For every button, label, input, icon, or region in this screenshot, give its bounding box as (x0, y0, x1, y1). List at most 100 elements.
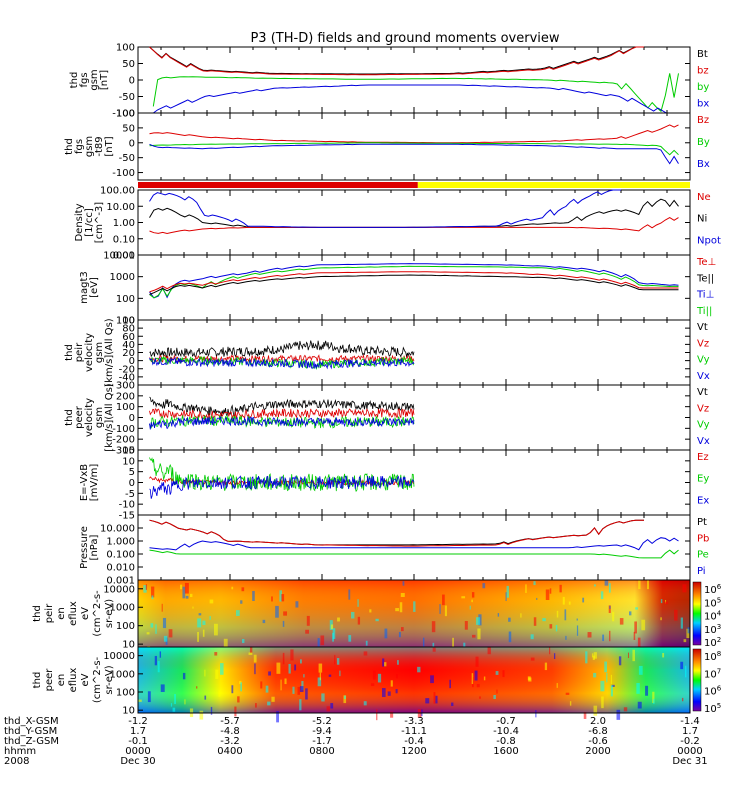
series-Ti⊥ (149, 263, 679, 299)
ephemeris-value: -3.3 (404, 716, 424, 727)
ylabel-line: [nPa] (89, 534, 100, 560)
ephemeris-value: -0.6 (588, 736, 608, 747)
ephemeris-value: 2.0 (590, 716, 606, 727)
ephemeris-value: 1.7 (682, 726, 698, 737)
ephemeris-row-label: thd_Y-GSM (4, 726, 57, 737)
ytick-label: 1.000 (106, 537, 135, 548)
ytick-label: 200 (116, 391, 135, 402)
legend-entry: Bz (697, 115, 709, 126)
panel-fgs: 100 50 0 -50 -100 thd fgs gsm [nT] Bt bz by bx (69, 43, 709, 120)
ytick-label: 10000 (103, 251, 135, 262)
series-Vx (149, 415, 415, 430)
ephemeris-value: -11.1 (401, 726, 427, 737)
legend-entry: Vt (697, 322, 708, 333)
series-Vz (149, 407, 415, 421)
ylabel-line: [mV/m] (89, 464, 100, 502)
ytick-label: 100.00 (100, 186, 135, 197)
ylabel-line: E=-VxB (79, 464, 90, 501)
legend-entry: Vz (697, 338, 709, 349)
ylabel-line: [nT] (104, 136, 115, 156)
legend-entry: By (697, 137, 710, 148)
series-Te⊥ (149, 271, 679, 293)
ytick-label: 80 (122, 324, 135, 335)
ytick-label: 10.00 (106, 202, 135, 213)
series-Pb (149, 519, 644, 547)
ylabel-line: thd (64, 344, 75, 361)
colorbar-tick: 105 (704, 596, 721, 609)
legend-entry: Te⊥ (696, 257, 716, 268)
ephemeris-table: thd_X-GSMthd_Y-GSMthd_Z-GSMhhmm2008-1.21… (4, 716, 708, 767)
ylabel-line: thd (32, 672, 43, 689)
spectrogram-peir_en_eflux: 10000 1000 100 10 thd peir en eflux eV (cm^2-s-sr… (32, 579, 722, 655)
series-Vt (149, 396, 415, 418)
ephemeris-value: -6.8 (588, 726, 608, 737)
ytick-label: 10 (122, 706, 135, 717)
ephemeris-value: Dec 31 (672, 756, 707, 767)
series-by (152, 73, 679, 113)
ytick-label: -15 (119, 511, 135, 522)
ytick-label: -40 (119, 372, 135, 383)
legend-entry: Ex (697, 495, 709, 506)
ephemeris-value: -3.2 (220, 736, 240, 747)
ytick-label: 0 (129, 356, 135, 367)
ytick-label: 40 (122, 340, 135, 351)
legend-entry: bz (697, 66, 709, 77)
ytick-label: -10 (119, 500, 135, 511)
ytick-label: 100 (116, 109, 135, 120)
ephemeris-value: -0.1 (128, 736, 148, 747)
series-bx (153, 84, 671, 114)
series-Ey (149, 457, 415, 493)
ytick-label: 10 (122, 316, 135, 327)
ylabel-line: Density (74, 203, 85, 241)
ylabel-line: fgs (79, 72, 90, 87)
ytick-label: 10 (122, 456, 135, 467)
ylabel-line: fgs (74, 139, 85, 154)
ylabel-line: peer (74, 405, 85, 429)
legend-entry: Vy (697, 355, 710, 366)
legend-entry: Bt (697, 49, 708, 60)
ytick-label: 5 (129, 467, 135, 478)
legend-entry: by (697, 82, 709, 93)
legend-entry: Npot (697, 235, 721, 246)
ephemeris-value: Dec 30 (120, 756, 155, 767)
ylabel-line: [km/s](All Qs) (104, 383, 115, 451)
ylabel-line: eflux (68, 668, 79, 693)
ytick-label: -100 (112, 109, 135, 120)
ephemeris-value: -5.7 (220, 716, 240, 727)
ylabel-line: peer (44, 668, 55, 692)
ytick-label: 100 (116, 621, 135, 632)
ylabel-line: (cm^2-s- (92, 590, 103, 637)
series-Pt (149, 519, 644, 546)
series-Pe (149, 549, 679, 559)
ylabel-line: velocity (84, 333, 95, 372)
ytick-label: 0.10 (113, 234, 135, 245)
ephemeris-value: -0.4 (404, 736, 424, 747)
ephemeris-value: -0.2 (680, 736, 700, 747)
legend-entry: Ni (697, 214, 707, 225)
plot-title: P3 (TH-D) fields and ground moments over… (250, 31, 559, 46)
colorbar-tick: 105 (704, 702, 721, 715)
series-Pi (149, 537, 679, 551)
legend-entry: bx (697, 99, 709, 110)
ytick-label: 1000 (110, 669, 135, 680)
ytick-label: 100 (116, 688, 135, 699)
colorbar (692, 648, 702, 712)
legend-entry: Vx (697, 436, 710, 447)
ephemeris-value: -9.4 (312, 726, 332, 737)
ylabel-line: eflux (68, 601, 79, 626)
ytick-label: -50 (119, 92, 135, 103)
ytick-label: 0 (129, 138, 135, 149)
ephemeris-value: 0400 (217, 746, 242, 757)
legend-entry: Ti|| (696, 306, 712, 317)
legend-entry: Ti⊥ (696, 290, 714, 301)
ylabel-line: gsm (89, 69, 100, 90)
ylabel-line: peir (44, 603, 55, 623)
ytick-label: 50 (122, 59, 135, 70)
ytick-label: -100 (112, 424, 135, 435)
colorbar-tick: 108 (704, 650, 721, 663)
series-By (149, 142, 679, 156)
ytick-label: 10000 (103, 651, 135, 662)
